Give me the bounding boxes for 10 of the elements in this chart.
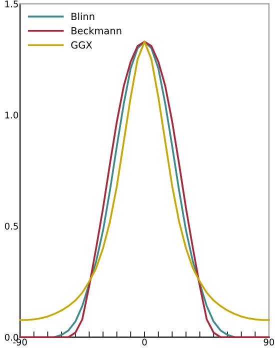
legend-label: GGX <box>71 41 92 49</box>
y-tick-label: 1.0 <box>5 112 18 118</box>
y-tick-label: 0.0 <box>4 334 18 341</box>
legend-label: Blinn <box>72 12 94 20</box>
x-tick-label: 0 <box>142 338 147 346</box>
legend-label: Beckmann <box>72 26 122 34</box>
y-tick-label: 0.5 <box>4 222 18 230</box>
x-tick-label: 90 <box>264 338 274 346</box>
y-tick-label: 1.5 <box>5 0 18 8</box>
x-tick-label: -90 <box>13 338 27 346</box>
